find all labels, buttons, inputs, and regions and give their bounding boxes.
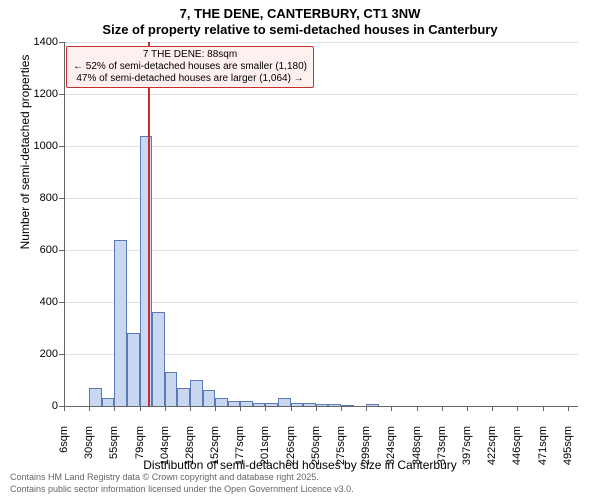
y-tick-label: 1400 [18,36,58,48]
y-tick-label: 400 [18,296,58,308]
annotation-line1: 7 THE DENE: 88sqm [143,49,237,60]
gridline-h [64,94,578,95]
x-tick-label: 177sqm [234,426,246,476]
x-tick-label: 250sqm [310,426,322,476]
histogram-bar [215,398,228,406]
x-tick-label: 471sqm [537,426,549,476]
x-tick-label: 30sqm [83,426,95,476]
x-tick-label: 495sqm [562,426,574,476]
x-tick-label: 373sqm [436,426,448,476]
x-axis-line [64,406,578,407]
x-tick-label: 299sqm [360,426,372,476]
y-axis-line [64,42,65,406]
histogram-bar [190,380,203,406]
x-tick-label: 324sqm [385,426,397,476]
y-tick-label: 1000 [18,140,58,152]
y-tick-label: 600 [18,244,58,256]
histogram-bar [203,390,216,406]
histogram-bar [127,333,140,406]
x-tick-label: 152sqm [209,426,221,476]
x-tick-label: 422sqm [486,426,498,476]
x-tick-label: 201sqm [259,426,271,476]
x-tick-label: 128sqm [184,426,196,476]
x-tick-label: 79sqm [134,426,146,476]
chart-title-line2: Size of property relative to semi-detach… [0,22,600,37]
annotation-line2: ← 52% of semi-detached houses are smalle… [73,61,307,72]
histogram-bar [114,240,127,406]
histogram-bar [278,398,291,406]
x-tick-label: 6sqm [58,426,70,476]
y-axis-label: Number of semi-detached properties [18,0,32,334]
histogram-bar [165,372,178,406]
histogram-bar [89,388,102,406]
chart-title-line1: 7, THE DENE, CANTERBURY, CT1 3NW [0,6,600,21]
histogram-bar [177,388,190,406]
marker-line [148,42,150,406]
chart-figure: 7, THE DENE, CANTERBURY, CT1 3NW Size of… [0,0,600,500]
histogram-bar [152,312,165,406]
annotation-box: 7 THE DENE: 88sqm← 52% of semi-detached … [66,46,314,88]
y-tick-label: 800 [18,192,58,204]
x-tick-label: 275sqm [335,426,347,476]
x-tick-label: 104sqm [159,426,171,476]
gridline-h [64,42,578,43]
y-tick-label: 200 [18,348,58,360]
y-tick-label: 1200 [18,88,58,100]
histogram-bar [140,136,153,406]
x-tick-label: 348sqm [411,426,423,476]
x-tick-label: 397sqm [461,426,473,476]
x-tick-label: 55sqm [108,426,120,476]
footnote-line2: Contains public sector information licen… [10,484,354,494]
x-tick-label: 226sqm [285,426,297,476]
plot-area: 7 THE DENE: 88sqm← 52% of semi-detached … [64,42,578,406]
histogram-bar [102,398,115,406]
x-tick-label: 446sqm [511,426,523,476]
y-tick-label: 0 [18,400,58,412]
annotation-line3: 47% of semi-detached houses are larger (… [76,73,303,84]
